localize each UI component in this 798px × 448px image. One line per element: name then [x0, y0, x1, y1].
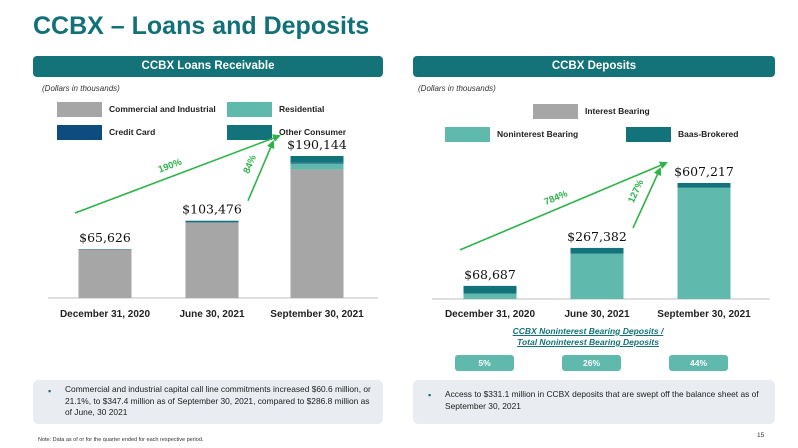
ratio-badge-sep-2021: 44% [669, 355, 728, 371]
legend-swatch [626, 127, 671, 142]
legend-swatch [57, 125, 102, 140]
ratio-title: CCBX Noninterest Bearing Deposits / Tota… [440, 326, 736, 348]
deposits-units-note: (Dollars in thousands) [418, 84, 496, 93]
loans-bar-commercial-and-industrial-2 [290, 169, 344, 298]
legend-label: Commercial and Industrial [109, 104, 216, 114]
deposits-bar-noninterest-bearing-2 [677, 187, 731, 299]
loans-bullet-text: Commercial and industrial capital call l… [65, 384, 371, 417]
deposits-bullet-text: Access to $331.1 million in CCBX deposit… [445, 389, 759, 411]
loans-total-label-1: $103,476 [182, 202, 242, 217]
footnote: Note: Data as of or for the quarter ende… [38, 437, 204, 443]
deposits-growth-arrow-1 [632, 167, 662, 229]
legend-label: Residential [279, 104, 325, 114]
loans-panel-header: CCBX Loans Receivable [33, 56, 383, 77]
ratio-title-line2: Total Noninterest Bearing Deposits [517, 337, 659, 347]
deposits-bar-baas-brokered-0 [463, 285, 517, 294]
bullet-icon: ▪ [48, 386, 52, 396]
loans-category-label-2: September 30, 2021 [270, 309, 364, 320]
loans-bar-credit-card-2 [290, 162, 344, 164]
ratio-badge-dec-2020: 5% [455, 355, 514, 371]
deposits-category-label-2: September 30, 2021 [657, 309, 751, 320]
page-title: CCBX – Loans and Deposits [33, 12, 370, 40]
legend-swatch [445, 127, 490, 142]
deposits-total-label-2: $607,217 [674, 164, 734, 179]
ratio-badge-jun-2021: 26% [562, 355, 621, 371]
loans-bar-residential-2 [290, 163, 344, 170]
deposits-bar-baas-brokered-1 [570, 247, 624, 254]
deposits-bar-noninterest-bearing-0 [463, 293, 517, 299]
legend-swatch [227, 125, 272, 140]
loans-bar-other-consumer-1 [185, 220, 239, 223]
loans-total-label-2: $190,144 [287, 137, 347, 152]
loans-bullet-box: ▪ Commercial and industrial capital call… [33, 380, 383, 424]
bullet-icon: ▪ [428, 390, 432, 400]
legend-label: Other Consumer [279, 127, 347, 137]
legend-label: Credit Card [109, 127, 156, 137]
legend-swatch [533, 104, 578, 119]
loans-bar-commercial-and-industrial-0 [78, 249, 132, 298]
legend-label: Baas-Brokered [678, 129, 739, 139]
deposits-growth-arrow-0 [459, 161, 668, 251]
deposits-total-label-0: $68,687 [464, 267, 516, 282]
deposits-bullet-box: ▪ Access to $331.1 million in CCBX depos… [413, 380, 775, 424]
ratio-title-line1: CCBX Noninterest Bearing Deposits / [512, 326, 664, 336]
loans-units-note: (Dollars in thousands) [42, 84, 120, 93]
deposits-bar-noninterest-bearing-1 [570, 253, 624, 299]
deposits-total-label-1: $267,382 [567, 229, 627, 244]
deposits-category-label-1: June 30, 2021 [564, 309, 629, 320]
deposits-panel-header: CCBX Deposits [413, 56, 775, 77]
page-number: 15 [757, 432, 765, 439]
legend-label: Interest Bearing [585, 106, 650, 116]
legend-swatch [227, 102, 272, 117]
loans-bar-commercial-and-industrial-1 [185, 222, 239, 298]
loans-category-label-1: June 30, 2021 [179, 309, 244, 320]
loans-growth-arrow-1 [247, 140, 275, 202]
loans-category-label-0: December 31, 2020 [60, 309, 151, 320]
loans-growth-arrow-0 [74, 134, 281, 214]
legend-label: Noninterest Bearing [497, 129, 579, 139]
loans-growth-label-1: 84% [241, 153, 259, 175]
loans-bar-other-consumer-2 [290, 156, 344, 163]
deposits-category-label-0: December 31, 2020 [445, 309, 536, 320]
loans-total-label-0: $65,626 [79, 230, 131, 245]
deposits-growth-label-1: 127% [626, 178, 646, 205]
legend-swatch [57, 102, 102, 117]
deposits-bar-baas-brokered-2 [677, 183, 731, 188]
